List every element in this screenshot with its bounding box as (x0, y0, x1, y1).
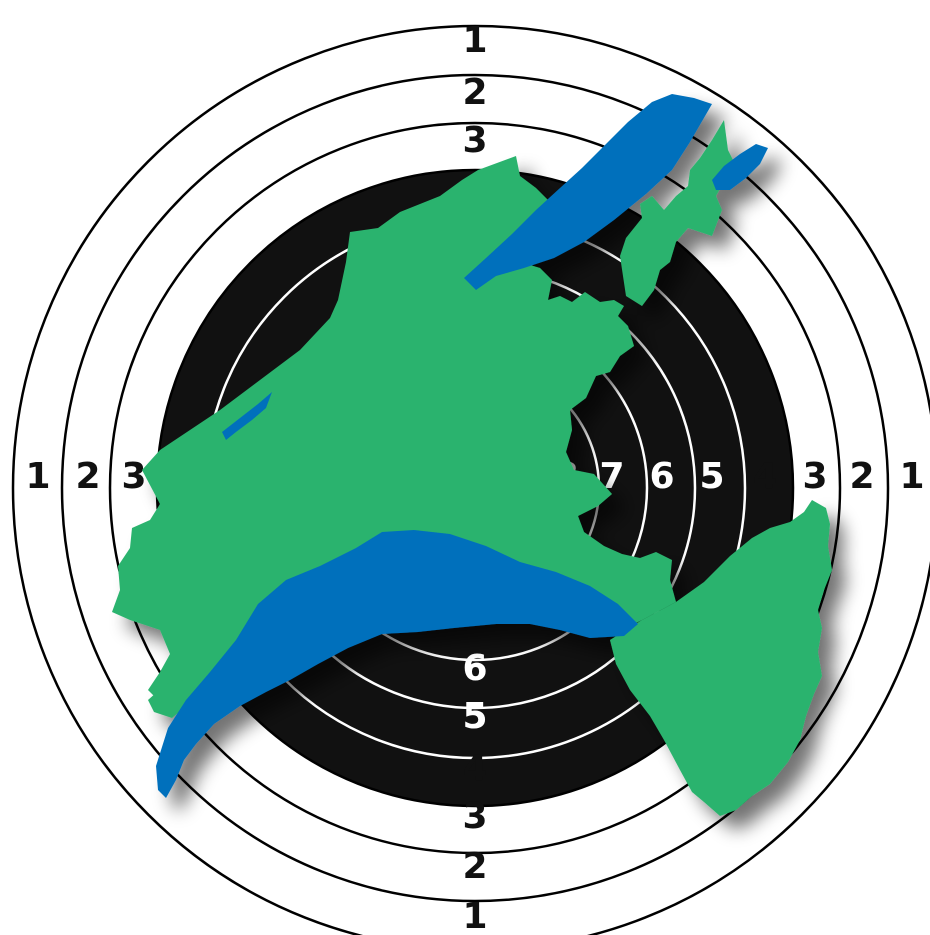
lake-geneva (156, 530, 638, 798)
label-bottom-4: 4 (462, 748, 487, 789)
label-bottom-5: 5 (462, 696, 487, 737)
label-bottom-1: 1 (462, 896, 487, 935)
label-left-3: 3 (121, 456, 146, 497)
lake-neuchatel (464, 94, 712, 290)
label-left-1: 1 (25, 456, 50, 497)
lake-joux (222, 392, 272, 440)
label-top-1: 1 (462, 20, 487, 61)
label-right-3: 3 (802, 456, 827, 497)
label-top-3: 3 (462, 120, 487, 161)
label-right-5: 5 (699, 456, 724, 497)
label-right-2: 2 (849, 456, 874, 497)
label-top-2: 2 (462, 72, 487, 113)
label-left-2: 2 (75, 456, 100, 497)
canton-map (112, 94, 832, 816)
label-bottom-2: 2 (462, 846, 487, 887)
ring-labels: 1 2 3 1 2 3 7 6 5 4 3 2 1 6 5 4 3 2 1 8 (25, 20, 924, 935)
land-southeast (610, 500, 832, 816)
label-right-1: 1 (899, 456, 924, 497)
lake-morat (712, 144, 768, 190)
label-bottom-6: 6 (462, 648, 487, 689)
land-northeast (620, 120, 734, 306)
label-right-6: 6 (649, 456, 674, 497)
label-right-4: 4 (752, 456, 777, 497)
label-bottom-3: 3 (462, 796, 487, 837)
land-enclave (148, 680, 196, 718)
